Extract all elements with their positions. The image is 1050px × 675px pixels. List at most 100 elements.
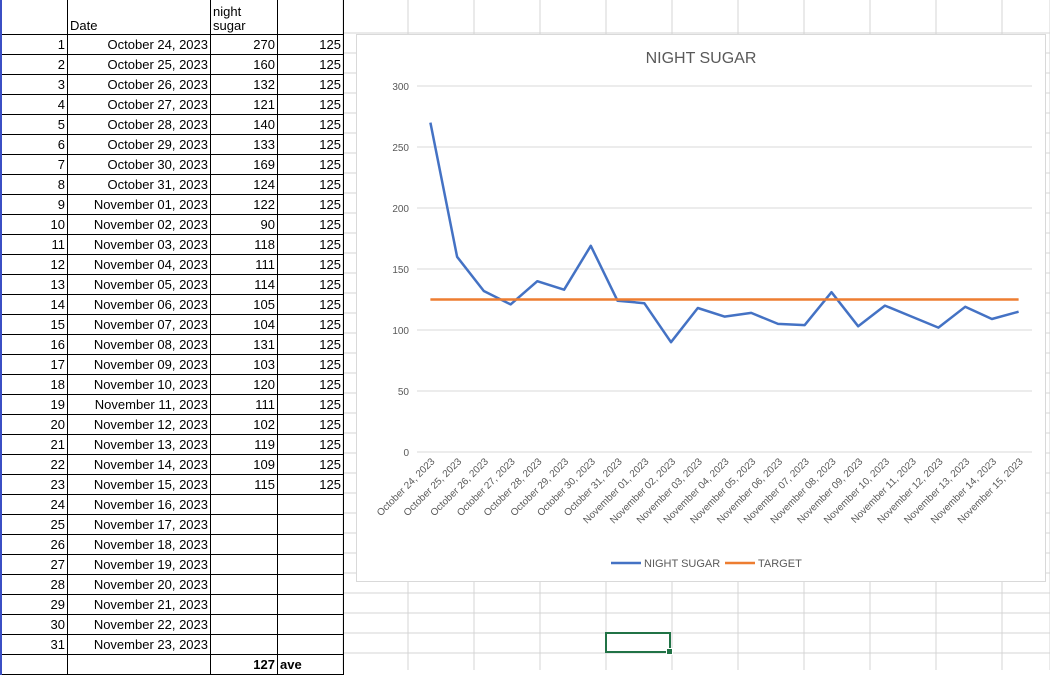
date-cell[interactable]: November 12, 2023 xyxy=(68,415,211,435)
target-cell[interactable]: 125 xyxy=(278,235,344,255)
date-cell[interactable]: October 29, 2023 xyxy=(68,135,211,155)
night-sugar-cell[interactable]: 90 xyxy=(211,215,278,235)
date-cell[interactable]: November 15, 2023 xyxy=(68,475,211,495)
row-number-cell[interactable]: 5 xyxy=(1,115,68,135)
night-sugar-cell[interactable]: 270 xyxy=(211,35,278,55)
target-cell[interactable] xyxy=(278,615,344,635)
row-number-cell[interactable]: 12 xyxy=(1,255,68,275)
date-cell[interactable]: November 01, 2023 xyxy=(68,195,211,215)
row-number-cell[interactable]: 16 xyxy=(1,335,68,355)
date-cell[interactable]: October 30, 2023 xyxy=(68,155,211,175)
row-number-cell[interactable]: 31 xyxy=(1,635,68,655)
date-cell[interactable]: October 27, 2023 xyxy=(68,95,211,115)
night-sugar-cell[interactable]: 140 xyxy=(211,115,278,135)
night-sugar-cell[interactable]: 160 xyxy=(211,55,278,75)
night-sugar-cell[interactable] xyxy=(211,635,278,655)
summary-empty-cell[interactable] xyxy=(68,655,211,675)
date-cell[interactable]: October 26, 2023 xyxy=(68,75,211,95)
row-number-cell[interactable]: 17 xyxy=(1,355,68,375)
active-cell-selection[interactable] xyxy=(605,632,671,653)
row-number-cell[interactable]: 25 xyxy=(1,515,68,535)
row-number-cell[interactable]: 2 xyxy=(1,55,68,75)
row-number-cell[interactable]: 9 xyxy=(1,195,68,215)
date-cell[interactable]: November 16, 2023 xyxy=(68,495,211,515)
target-cell[interactable]: 125 xyxy=(278,395,344,415)
date-cell[interactable]: November 06, 2023 xyxy=(68,295,211,315)
target-cell[interactable] xyxy=(278,635,344,655)
night-sugar-cell[interactable]: 104 xyxy=(211,315,278,335)
header-cell-date[interactable]: Date xyxy=(68,0,211,35)
row-number-cell[interactable]: 26 xyxy=(1,535,68,555)
row-number-cell[interactable]: 24 xyxy=(1,495,68,515)
date-cell[interactable]: November 17, 2023 xyxy=(68,515,211,535)
row-number-cell[interactable]: 23 xyxy=(1,475,68,495)
row-number-cell[interactable]: 27 xyxy=(1,555,68,575)
night-sugar-cell[interactable]: 131 xyxy=(211,335,278,355)
row-number-cell[interactable]: 19 xyxy=(1,395,68,415)
fill-handle[interactable] xyxy=(666,648,673,655)
header-cell-target[interactable] xyxy=(278,0,344,35)
row-number-cell[interactable]: 22 xyxy=(1,455,68,475)
target-cell[interactable]: 125 xyxy=(278,455,344,475)
night-sugar-cell[interactable]: 115 xyxy=(211,475,278,495)
header-cell-number[interactable] xyxy=(1,0,68,35)
row-number-cell[interactable]: 20 xyxy=(1,415,68,435)
night-sugar-cell[interactable] xyxy=(211,595,278,615)
average-label-cell[interactable]: ave xyxy=(278,655,344,675)
target-cell[interactable]: 125 xyxy=(278,315,344,335)
target-cell[interactable]: 125 xyxy=(278,175,344,195)
night-sugar-cell[interactable]: 133 xyxy=(211,135,278,155)
header-cell-night-sugar[interactable]: night sugar xyxy=(211,0,278,35)
target-cell[interactable]: 125 xyxy=(278,115,344,135)
target-cell[interactable] xyxy=(278,575,344,595)
row-number-cell[interactable]: 10 xyxy=(1,215,68,235)
target-cell[interactable]: 125 xyxy=(278,355,344,375)
row-number-cell[interactable]: 11 xyxy=(1,235,68,255)
target-cell[interactable]: 125 xyxy=(278,35,344,55)
date-cell[interactable]: November 19, 2023 xyxy=(68,555,211,575)
row-number-cell[interactable]: 28 xyxy=(1,575,68,595)
row-number-cell[interactable]: 8 xyxy=(1,175,68,195)
night-sugar-cell[interactable]: 132 xyxy=(211,75,278,95)
summary-empty-cell[interactable] xyxy=(1,655,68,675)
date-cell[interactable]: November 18, 2023 xyxy=(68,535,211,555)
row-number-cell[interactable]: 30 xyxy=(1,615,68,635)
row-number-cell[interactable]: 18 xyxy=(1,375,68,395)
target-cell[interactable]: 125 xyxy=(278,415,344,435)
night-sugar-cell[interactable]: 111 xyxy=(211,255,278,275)
row-number-cell[interactable]: 15 xyxy=(1,315,68,335)
date-cell[interactable]: November 08, 2023 xyxy=(68,335,211,355)
night-sugar-cell[interactable]: 114 xyxy=(211,275,278,295)
target-cell[interactable]: 125 xyxy=(278,215,344,235)
night-sugar-cell[interactable]: 109 xyxy=(211,455,278,475)
night-sugar-cell[interactable]: 102 xyxy=(211,415,278,435)
night-sugar-cell[interactable] xyxy=(211,615,278,635)
row-number-cell[interactable]: 7 xyxy=(1,155,68,175)
night-sugar-cell[interactable] xyxy=(211,515,278,535)
date-cell[interactable]: November 22, 2023 xyxy=(68,615,211,635)
night-sugar-cell[interactable]: 121 xyxy=(211,95,278,115)
date-cell[interactable]: November 02, 2023 xyxy=(68,215,211,235)
date-cell[interactable]: November 20, 2023 xyxy=(68,575,211,595)
night-sugar-cell[interactable]: 122 xyxy=(211,195,278,215)
target-cell[interactable]: 125 xyxy=(278,335,344,355)
date-cell[interactable]: October 31, 2023 xyxy=(68,175,211,195)
night-sugar-cell[interactable]: 124 xyxy=(211,175,278,195)
date-cell[interactable]: November 09, 2023 xyxy=(68,355,211,375)
row-number-cell[interactable]: 29 xyxy=(1,595,68,615)
night-sugar-cell[interactable]: 103 xyxy=(211,355,278,375)
target-cell[interactable]: 125 xyxy=(278,255,344,275)
night-sugar-cell[interactable]: 105 xyxy=(211,295,278,315)
target-cell[interactable]: 125 xyxy=(278,275,344,295)
target-cell[interactable]: 125 xyxy=(278,435,344,455)
night-sugar-cell[interactable]: 119 xyxy=(211,435,278,455)
night-sugar-cell[interactable]: 111 xyxy=(211,395,278,415)
date-cell[interactable]: October 25, 2023 xyxy=(68,55,211,75)
row-number-cell[interactable]: 1 xyxy=(1,35,68,55)
row-number-cell[interactable]: 3 xyxy=(1,75,68,95)
date-cell[interactable]: November 14, 2023 xyxy=(68,455,211,475)
night-sugar-cell[interactable] xyxy=(211,555,278,575)
target-cell[interactable]: 125 xyxy=(278,155,344,175)
target-cell[interactable]: 125 xyxy=(278,375,344,395)
row-number-cell[interactable]: 13 xyxy=(1,275,68,295)
